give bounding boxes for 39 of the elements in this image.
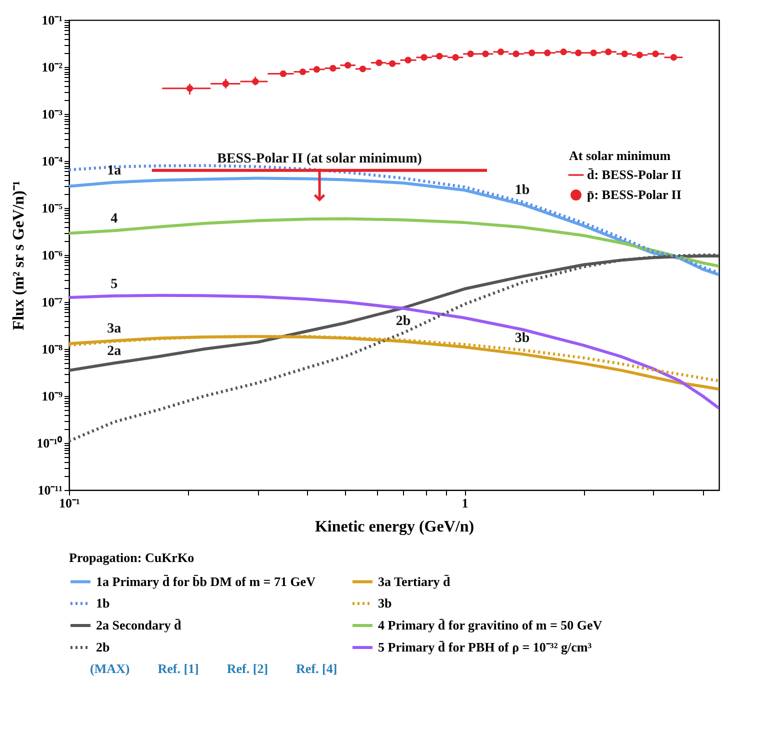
legend-label: 1b	[96, 596, 110, 610]
y-axis-title: Flux (m² sr s GeV/n)⁻¹	[10, 180, 28, 330]
legend-label: 4 Primary d̄ for gravitino of m = 50 GeV	[378, 618, 603, 632]
annotation: 3a	[107, 322, 122, 337]
y-tick-label: 10⁻⁴	[42, 154, 63, 168]
x-tick-label: 1	[462, 496, 468, 510]
x-axis-title: Kinetic energy (GeV/n)	[314, 518, 474, 536]
y-tick-label: 10⁻³	[42, 106, 63, 122]
y-tick-label: 10⁻⁹	[42, 388, 63, 404]
y-tick-label: 10⁻⁵	[42, 200, 63, 216]
text: Ref. [4]	[296, 661, 338, 676]
annotation: BESS-Polar II (at solar minimum)	[217, 151, 422, 166]
annotation: At solar minimum	[569, 148, 671, 163]
text: Ref. [1]	[158, 661, 199, 676]
annotation: 2b	[396, 314, 411, 329]
text: Ref. [2]	[226, 661, 268, 676]
annotation: 5	[110, 276, 118, 292]
text: (MAX)	[90, 661, 130, 676]
y-tick-label: 10⁻⁷	[42, 294, 63, 310]
legend-label: d̄: BESS-Polar II	[587, 167, 682, 182]
legend-label: 1a Primary d̄ for b̄b DM of m = 71 GeV	[96, 574, 316, 589]
y-tick-label: 10⁻⁸	[42, 342, 63, 356]
annotation: 2a	[107, 344, 122, 360]
legend-label: 3b	[378, 596, 392, 610]
legend-label: 2b	[96, 640, 110, 654]
y-tick-label: 10⁻¹	[42, 12, 63, 28]
y-tick-label: 10⁻²	[42, 60, 63, 74]
annotation: 1b	[514, 182, 530, 198]
legend-label: p̄: BESS-Polar II	[587, 187, 682, 202]
y-tick-label: 10⁻⁶	[42, 248, 63, 262]
annotation: 3b	[514, 331, 530, 346]
legend-label: 2a Secondary d̄	[96, 618, 182, 632]
annotation: 4	[110, 212, 118, 227]
annotation: 1a	[107, 163, 122, 178]
legend-label: 5 Primary d̄ for PBH of ρ = 10⁻³² g/cm³	[378, 640, 592, 654]
legend-label: 3a Tertiary d̄	[378, 574, 451, 589]
y-tick-label: 10⁻¹¹	[38, 482, 63, 498]
y-tick-label: 10⁻¹⁰	[36, 436, 62, 450]
legend-title: Propagation: CuKrKo	[69, 550, 194, 565]
